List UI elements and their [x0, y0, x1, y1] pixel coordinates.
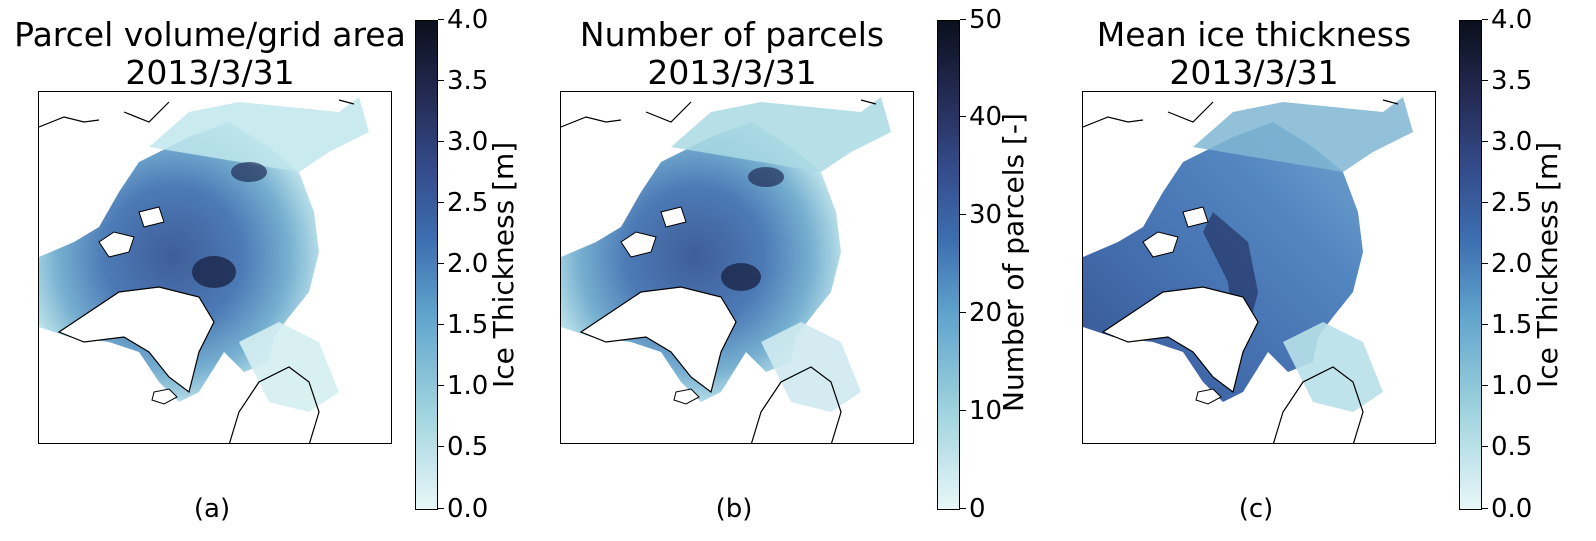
- colorbar-tick: 4.0: [1482, 7, 1532, 33]
- panel-title: Number of parcels 2013/3/31: [522, 16, 942, 92]
- dense-parcel-patch: [748, 167, 784, 187]
- mean-thickness-map: [1082, 91, 1436, 444]
- colorbar: [1459, 20, 1482, 510]
- colorbar-tick: 4.0: [438, 7, 488, 33]
- colorbar-tick: 3.0: [1482, 129, 1532, 155]
- colorbar-tick: 1.5: [1482, 312, 1532, 338]
- scandinavia-outline: [1272, 366, 1364, 443]
- title-line-2: 2013/3/31: [125, 53, 295, 92]
- scandinavia-outline: [228, 366, 320, 443]
- panel-caption: (a): [193, 494, 231, 524]
- colorbar-tick: 3.5: [438, 68, 488, 94]
- panel-title: Mean ice thickness 2013/3/31: [1044, 16, 1464, 92]
- colorbar: [937, 20, 960, 510]
- map-graphic: [1083, 97, 1413, 443]
- panel-caption: (c): [1238, 494, 1274, 524]
- colorbar-tick: 2.0: [438, 251, 488, 277]
- title-line-1: Number of parcels: [579, 15, 885, 54]
- title-line-1: Parcel volume/grid area: [14, 15, 406, 54]
- colorbar-tick: 2.5: [1482, 190, 1532, 216]
- panel-title: Parcel volume/grid area 2013/3/31: [0, 16, 420, 92]
- title-line-2: 2013/3/31: [647, 53, 817, 92]
- colorbar-label: Ice Thickness [m]: [1531, 141, 1564, 388]
- archipelago-outline: [98, 206, 165, 258]
- colorbar-tick: 0.0: [1482, 496, 1532, 522]
- colorbar-tick: 2.5: [438, 190, 488, 216]
- ice-edge-region: [671, 97, 891, 172]
- ice-edge-region: [1193, 97, 1413, 172]
- colorbar-tick: 0.5: [1482, 434, 1532, 460]
- greenland-outline: [1101, 286, 1259, 394]
- iceland-outline: [1195, 388, 1222, 405]
- colorbar-tick: 40: [960, 104, 1002, 130]
- map-graphic: [39, 97, 369, 443]
- colorbar-tick: 2.0: [1482, 251, 1532, 277]
- thick-ice-patch: [192, 256, 236, 288]
- panel-b: Number of parcels 2013/3/31 (: [522, 0, 1054, 541]
- coastline: [561, 99, 877, 128]
- coastline: [39, 99, 355, 128]
- map-graphic: [561, 97, 891, 443]
- greenland-outline: [57, 286, 215, 394]
- colorbar-tick: 30: [960, 202, 1002, 228]
- scandinavia-outline: [750, 366, 842, 443]
- colorbar-tick: 0.5: [438, 434, 488, 460]
- greenland-outline: [579, 286, 737, 394]
- colorbar: [415, 20, 438, 510]
- panel-a: Parcel volume/grid area 2013/3/31: [0, 0, 532, 541]
- colorbar-tick: 20: [960, 300, 1002, 326]
- sea-ice-map: [38, 91, 392, 444]
- colorbar-tick: 0: [960, 496, 986, 522]
- colorbar-tick: 1.0: [1482, 373, 1532, 399]
- colorbar-label: Number of parcels [-]: [997, 113, 1030, 412]
- colorbar-tick: 3.0: [438, 129, 488, 155]
- coastline: [1083, 99, 1399, 128]
- archipelago-outline: [620, 206, 687, 258]
- iceland-outline: [673, 388, 700, 405]
- colorbar-tick: 1.0: [438, 373, 488, 399]
- colorbar-tick: 1.5: [438, 312, 488, 338]
- colorbar-tick: 3.5: [1482, 68, 1532, 94]
- panel-c: Mean ice thickness 2013/3/31 (c): [1044, 0, 1576, 541]
- colorbar-label: Ice Thickness [m]: [487, 141, 520, 388]
- title-line-2: 2013/3/31: [1169, 53, 1339, 92]
- ice-edge-region: [149, 97, 369, 172]
- colorbar-tick: 0.0: [438, 496, 488, 522]
- panel-caption: (b): [715, 494, 753, 524]
- colorbar-tick: 10: [960, 398, 1002, 424]
- title-line-1: Mean ice thickness: [1096, 15, 1412, 54]
- iceland-outline: [151, 388, 178, 405]
- dense-parcel-patch: [721, 263, 761, 291]
- thick-ice-patch: [231, 162, 267, 182]
- archipelago-outline: [1142, 206, 1209, 258]
- colorbar-tick: 50: [960, 7, 1002, 33]
- parcel-count-map: [560, 91, 914, 444]
